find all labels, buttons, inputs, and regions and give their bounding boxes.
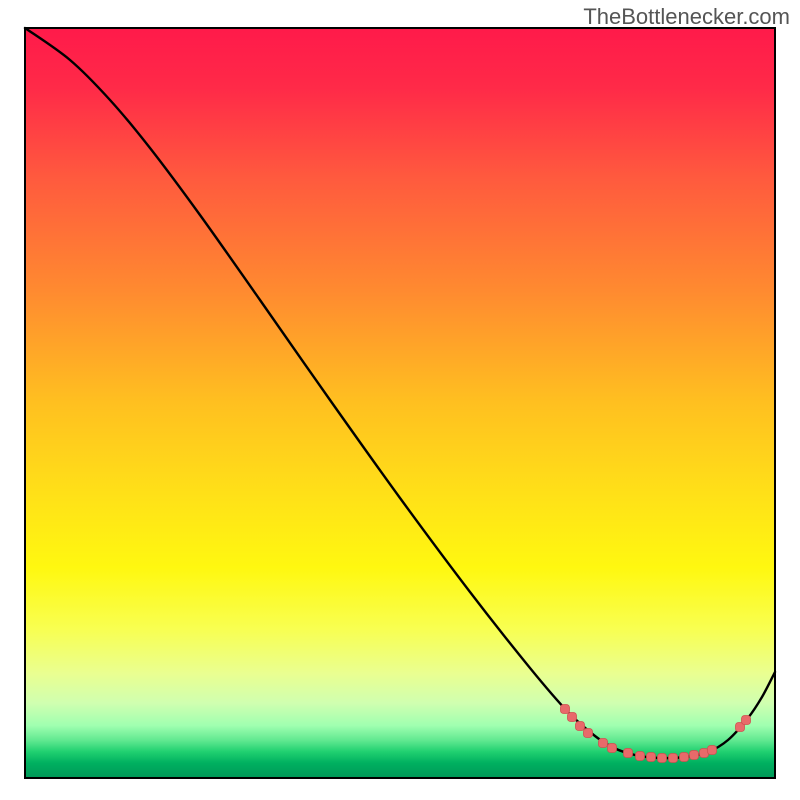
marker-point [568, 713, 577, 722]
marker-point [708, 746, 717, 755]
marker-point [608, 744, 617, 753]
marker-point [690, 751, 699, 760]
marker-point [636, 752, 645, 761]
marker-point [599, 739, 608, 748]
chart-canvas: TheBottlenecker.com [0, 0, 800, 800]
marker-point [561, 705, 570, 714]
marker-point [647, 753, 656, 762]
marker-point [742, 716, 751, 725]
chart-svg [0, 0, 800, 800]
marker-point [680, 753, 689, 762]
gradient-background [25, 28, 775, 778]
marker-point [584, 729, 593, 738]
marker-point [658, 754, 667, 763]
marker-point [576, 722, 585, 731]
watermark-text: TheBottlenecker.com [583, 4, 790, 30]
marker-point [669, 754, 678, 763]
marker-point [624, 749, 633, 758]
